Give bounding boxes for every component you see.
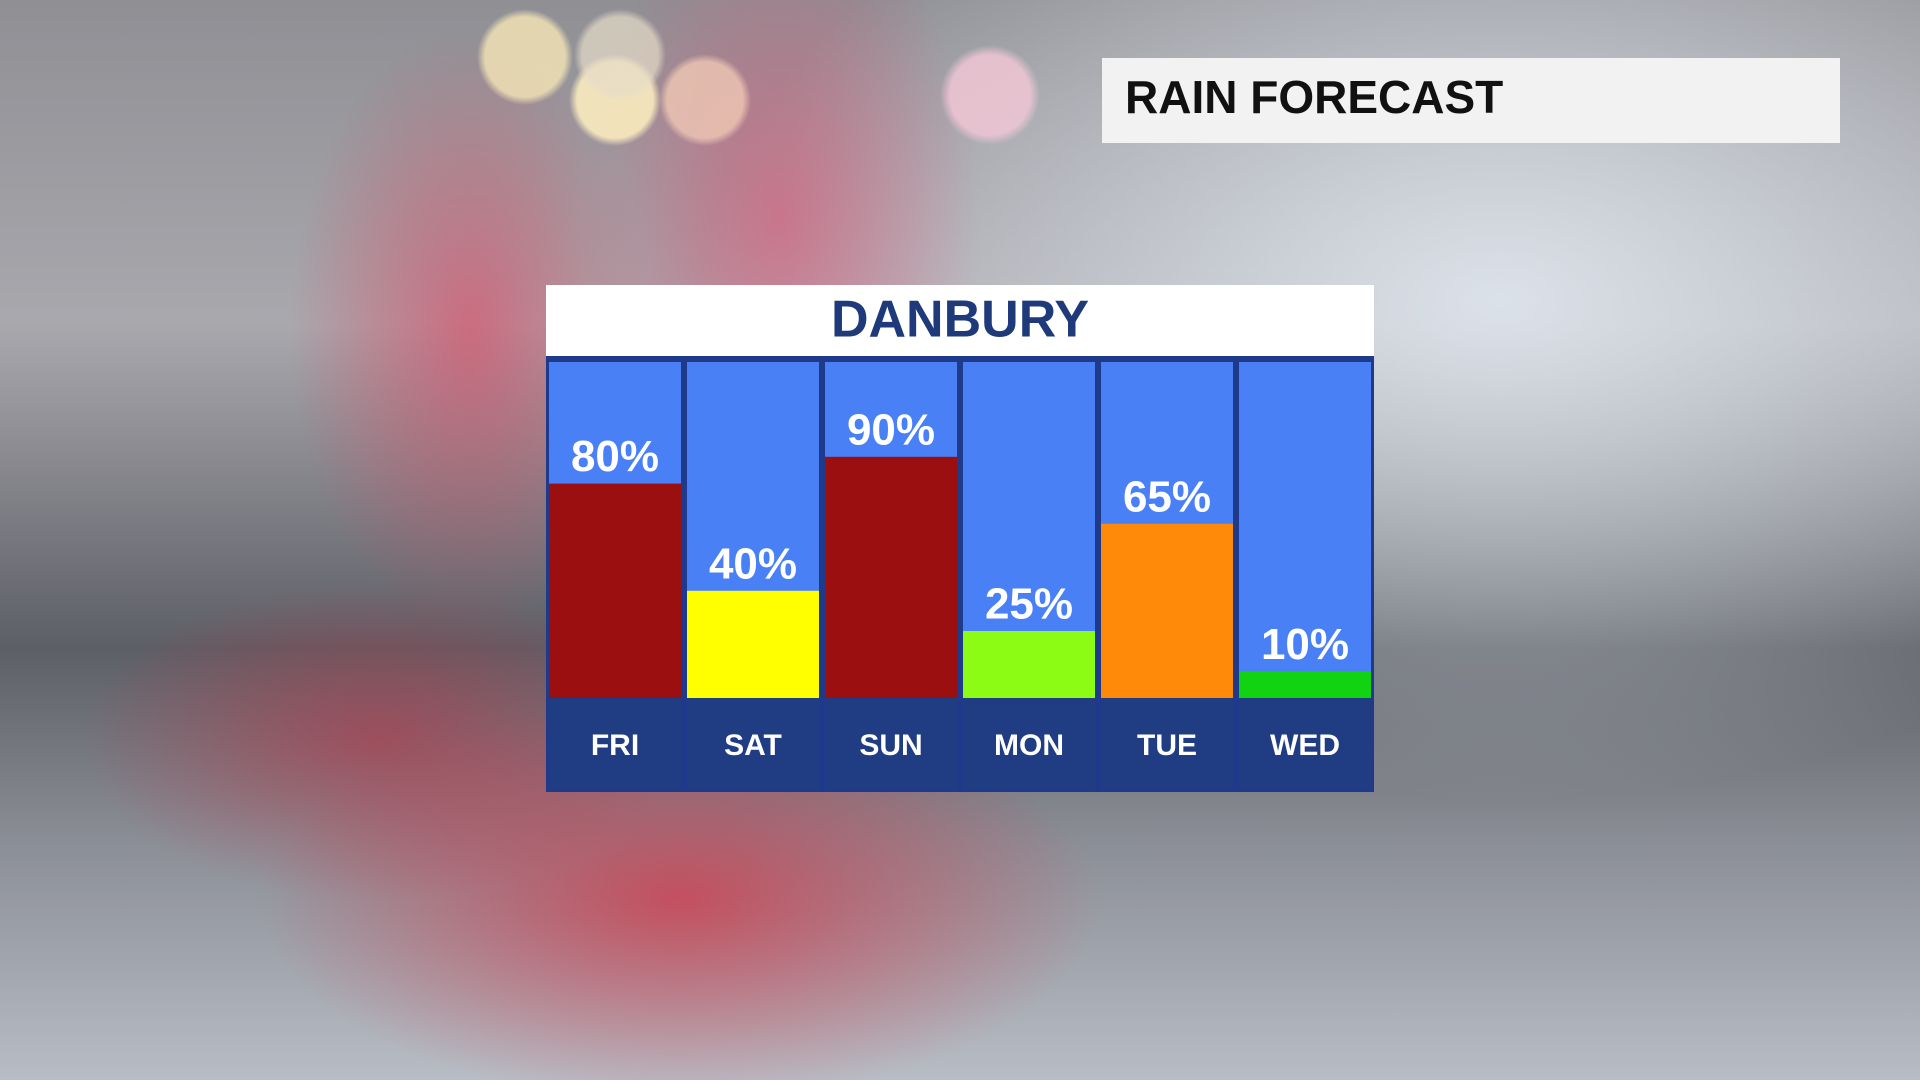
value-label: 10% [1261,620,1349,669]
header-title: RAIN FORECAST [1125,71,1503,123]
value-label: 80% [571,432,659,481]
value-label: 40% [709,539,797,588]
value-label: 65% [1123,472,1211,521]
x-tick-label: SUN [859,729,922,762]
bar [549,483,681,698]
column-footer [825,698,957,790]
x-tick-label: WED [1270,729,1340,762]
chart-panel [546,356,1374,792]
column-background [1239,362,1371,698]
bar [687,590,819,698]
x-tick-label: MON [994,729,1064,762]
value-label: 25% [985,580,1073,629]
column-footer [549,698,681,790]
x-tick-label: SAT [724,729,782,762]
value-label: 90% [847,405,935,454]
header-box [1102,58,1840,143]
column-footer [687,698,819,790]
title-box [546,285,1374,359]
x-tick-label: FRI [591,729,639,762]
bar [825,456,957,698]
bar [963,631,1095,698]
bar [1101,523,1233,698]
bar [1239,671,1371,698]
column-footer [963,698,1095,790]
chart-title: DANBURY [831,291,1089,349]
column-footer [1101,698,1233,790]
x-tick-label: TUE [1137,729,1197,762]
column-footer [1239,698,1371,790]
